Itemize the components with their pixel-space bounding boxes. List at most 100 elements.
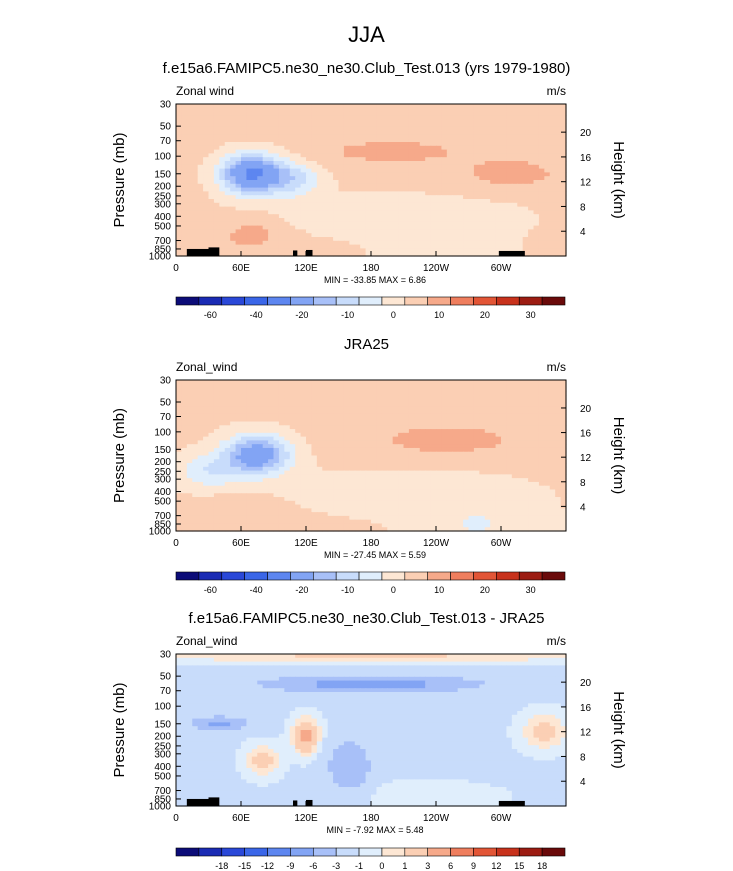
field-cell — [436, 252, 443, 257]
field-cell — [533, 233, 540, 238]
field-cell — [197, 210, 204, 215]
field-cell — [338, 402, 345, 408]
field-cell — [381, 161, 388, 166]
field-cell — [306, 240, 313, 246]
field-cell — [408, 459, 415, 464]
field-cell — [517, 455, 524, 460]
field-cell — [425, 126, 432, 132]
field-cell — [306, 481, 313, 487]
field-cell — [490, 107, 497, 113]
field-cell — [473, 444, 480, 449]
field-cell — [436, 225, 443, 230]
field-cell — [371, 218, 378, 223]
field-cell — [360, 391, 367, 396]
field-cell — [306, 410, 313, 415]
field-cell — [408, 195, 415, 200]
field-cell — [387, 229, 394, 234]
field-cell — [197, 126, 204, 132]
field-cell — [408, 202, 415, 208]
field-cell — [533, 380, 540, 385]
field-cell — [262, 444, 269, 449]
field-cell — [408, 248, 415, 253]
field-cell — [446, 199, 453, 204]
field-cell — [316, 451, 323, 457]
field-cell — [192, 218, 199, 223]
field-cell — [354, 398, 361, 404]
field-cell — [327, 130, 334, 135]
field-cell — [316, 119, 323, 124]
field-cell — [381, 199, 388, 204]
field-cell — [560, 195, 567, 200]
field-cell — [295, 481, 302, 487]
field-cell — [479, 252, 486, 257]
field-cell — [322, 183, 329, 189]
field-cell — [425, 199, 432, 204]
field-cell — [322, 395, 329, 400]
field-cell — [251, 429, 258, 434]
field-cell — [176, 436, 183, 442]
field-cell — [441, 187, 448, 192]
field-cell — [446, 447, 453, 453]
field-cell — [262, 237, 269, 242]
field-cell — [398, 417, 405, 423]
field-cell — [517, 145, 524, 151]
field-cell — [549, 149, 556, 154]
field-cell — [306, 119, 313, 124]
field-cell — [306, 387, 313, 392]
panel-1-stats: MIN = -33.85 MAX = 6.86 — [324, 275, 426, 285]
field-cell — [387, 380, 394, 385]
field-cell — [452, 115, 459, 120]
field-cell — [268, 126, 275, 132]
field-cell — [203, 157, 210, 162]
field-cell — [230, 391, 237, 396]
field-cell — [522, 455, 529, 460]
field-cell — [381, 451, 388, 457]
field-cell — [278, 145, 285, 151]
field-cell — [365, 176, 372, 181]
field-cell — [295, 142, 302, 147]
field-cell — [408, 417, 415, 423]
field-cell — [257, 248, 264, 253]
field-cell — [517, 168, 524, 173]
field-cell — [441, 119, 448, 124]
field-cell — [333, 244, 340, 249]
field-cell — [322, 463, 329, 468]
field-cell — [235, 229, 242, 234]
field-cell — [549, 387, 556, 392]
field-cell — [392, 168, 399, 173]
field-cell — [284, 210, 291, 215]
field-cell — [371, 210, 378, 215]
field-cell — [381, 425, 388, 430]
field-cell — [506, 187, 513, 192]
field-cell — [495, 218, 502, 223]
field-cell — [392, 210, 399, 215]
field-cell — [452, 463, 459, 468]
field-cell — [457, 161, 464, 166]
field-cell — [403, 383, 410, 389]
field-cell — [289, 391, 296, 396]
field-cell — [192, 425, 199, 430]
field-cell — [501, 391, 508, 396]
field-cell — [473, 191, 480, 196]
field-cell — [322, 210, 329, 215]
field-cell — [333, 447, 340, 453]
field-cell — [338, 130, 345, 135]
field-cell — [186, 195, 193, 200]
field-cell — [295, 176, 302, 181]
field-cell — [473, 206, 480, 211]
field-cell — [414, 233, 421, 238]
field-cell — [381, 187, 388, 192]
field-cell — [241, 191, 248, 196]
field-cell — [522, 111, 529, 116]
field-cell — [381, 383, 388, 389]
field-cell — [473, 126, 480, 132]
field-cell — [176, 107, 183, 113]
field-cell — [241, 451, 248, 457]
field-cell — [268, 481, 275, 487]
field-cell — [284, 168, 291, 173]
field-cell — [176, 387, 183, 392]
field-cell — [506, 237, 513, 242]
field-cell — [511, 206, 518, 211]
field-cell — [436, 425, 443, 430]
field-cell — [398, 380, 405, 385]
